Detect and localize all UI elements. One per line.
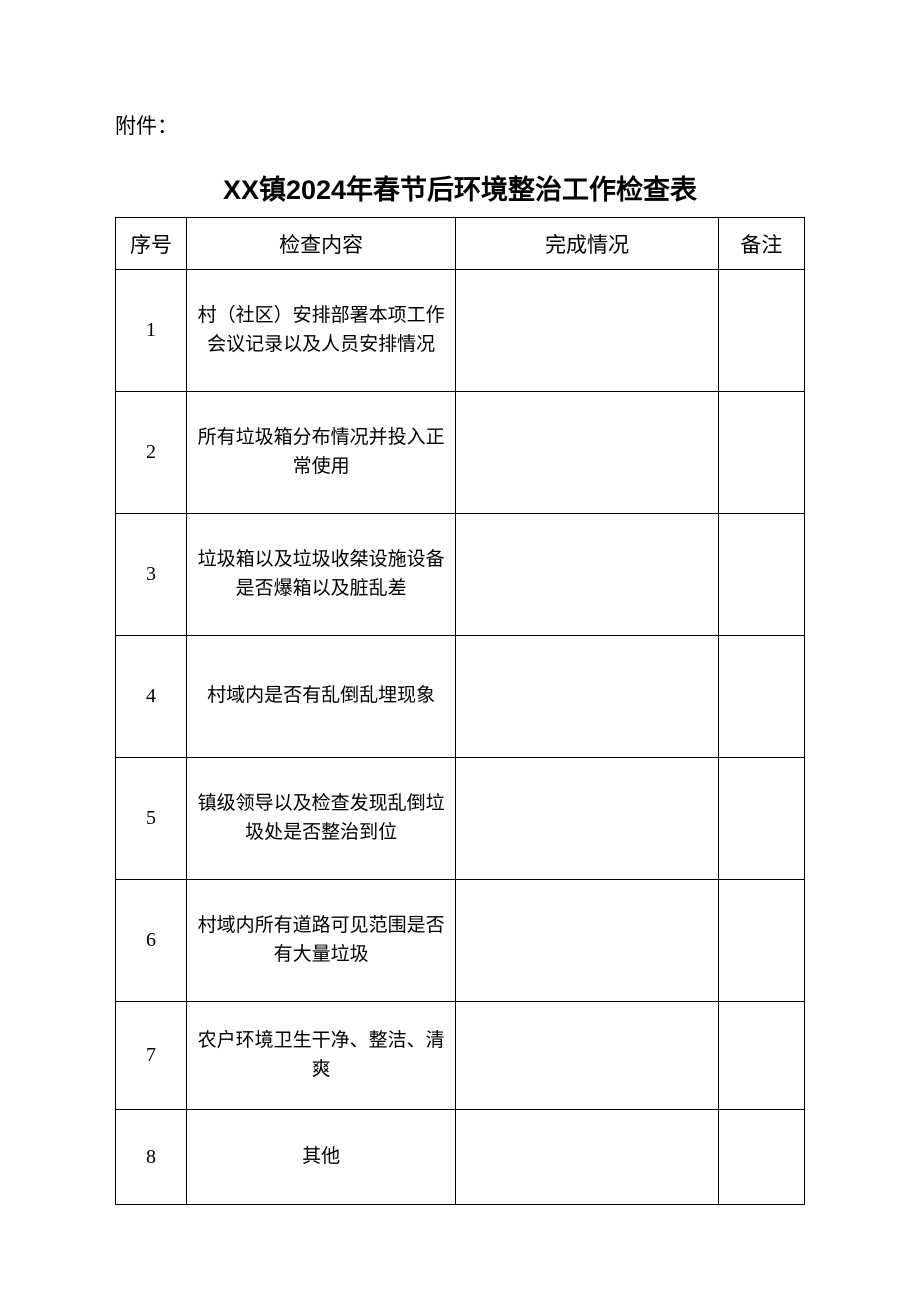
cell-remark <box>718 636 804 758</box>
cell-remark <box>718 270 804 392</box>
cell-remark <box>718 1110 804 1205</box>
cell-status <box>456 1110 719 1205</box>
cell-remark <box>718 392 804 514</box>
table-row: 5 镇级领导以及检查发现乱倒垃圾处是否整治到位 <box>116 758 805 880</box>
cell-seq: 7 <box>116 1002 187 1110</box>
cell-seq: 4 <box>116 636 187 758</box>
table-header-row: 序号 检查内容 完成情况 备注 <box>116 218 805 270</box>
table-row: 8 其他 <box>116 1110 805 1205</box>
cell-status <box>456 758 719 880</box>
cell-content: 村（社区）安排部署本项工作会议记录以及人员安排情况 <box>187 270 456 392</box>
header-remark: 备注 <box>718 218 804 270</box>
table-row: 2 所有垃圾箱分布情况并投入正常使用 <box>116 392 805 514</box>
cell-seq: 1 <box>116 270 187 392</box>
table-row: 7 农户环境卫生干净、整洁、清爽 <box>116 1002 805 1110</box>
cell-seq: 6 <box>116 880 187 1002</box>
cell-seq: 2 <box>116 392 187 514</box>
cell-remark <box>718 880 804 1002</box>
cell-seq: 8 <box>116 1110 187 1205</box>
cell-content: 其他 <box>187 1110 456 1205</box>
cell-status <box>456 636 719 758</box>
inspection-table: 序号 检查内容 完成情况 备注 1 村（社区）安排部署本项工作会议记录以及人员安… <box>115 217 805 1205</box>
cell-remark <box>718 514 804 636</box>
cell-status <box>456 514 719 636</box>
cell-content: 村域内是否有乱倒乱埋现象 <box>187 636 456 758</box>
table-row: 3 垃圾箱以及垃圾收桀设施设备是否爆箱以及脏乱差 <box>116 514 805 636</box>
header-status: 完成情况 <box>456 218 719 270</box>
header-content: 检查内容 <box>187 218 456 270</box>
cell-content: 镇级领导以及检查发现乱倒垃圾处是否整治到位 <box>187 758 456 880</box>
cell-content: 农户环境卫生干净、整洁、清爽 <box>187 1002 456 1110</box>
cell-seq: 3 <box>116 514 187 636</box>
cell-remark <box>718 1002 804 1110</box>
attachment-label: 附件： <box>115 110 805 140</box>
cell-status <box>456 880 719 1002</box>
table-row: 6 村域内所有道路可见范围是否有大量垃圾 <box>116 880 805 1002</box>
document-title: XX镇2024年春节后环境整治工作检查表 <box>115 168 805 207</box>
cell-content: 所有垃圾箱分布情况并投入正常使用 <box>187 392 456 514</box>
cell-status <box>456 270 719 392</box>
table-row: 1 村（社区）安排部署本项工作会议记录以及人员安排情况 <box>116 270 805 392</box>
cell-status <box>456 392 719 514</box>
table-row: 4 村域内是否有乱倒乱埋现象 <box>116 636 805 758</box>
cell-remark <box>718 758 804 880</box>
cell-status <box>456 1002 719 1110</box>
cell-content: 垃圾箱以及垃圾收桀设施设备是否爆箱以及脏乱差 <box>187 514 456 636</box>
cell-content: 村域内所有道路可见范围是否有大量垃圾 <box>187 880 456 1002</box>
header-seq: 序号 <box>116 218 187 270</box>
cell-seq: 5 <box>116 758 187 880</box>
